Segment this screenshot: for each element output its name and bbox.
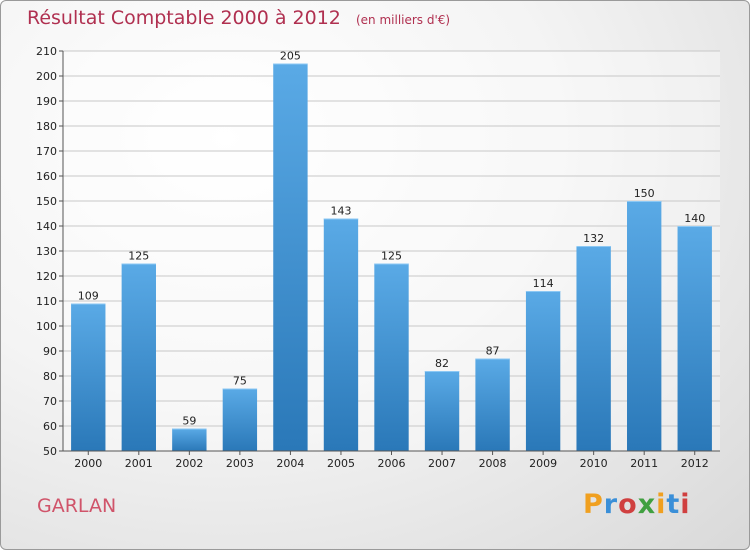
data-label: 59 (182, 415, 196, 428)
data-label: 150 (634, 187, 655, 200)
x-tick-label: 2005 (327, 457, 355, 470)
chart-subtitle: (en milliers d'€) (355, 13, 451, 27)
y-tick-label: 50 (43, 445, 57, 458)
bar-2001 (121, 263, 156, 451)
x-tick-label: 2012 (681, 457, 709, 470)
y-tick-label: 190 (36, 95, 57, 108)
x-tick-label: 2006 (378, 457, 406, 470)
y-tick-label: 150 (36, 195, 57, 208)
brand-letter: P (583, 489, 604, 520)
bar-2003 (222, 388, 258, 451)
y-tick-label: 70 (43, 395, 57, 408)
y-tick-label: 60 (43, 420, 57, 433)
x-tick-label: 2011 (630, 457, 658, 470)
data-label: 132 (583, 232, 604, 245)
brand-letter: t (666, 489, 681, 520)
y-tick-label: 90 (43, 345, 57, 358)
brand-letter: i (680, 489, 691, 520)
x-tick-label: 2003 (226, 457, 254, 470)
brand-letter: x (637, 489, 657, 520)
data-label: 125 (381, 250, 402, 263)
y-tick-label: 200 (36, 70, 57, 83)
bar-2012 (677, 226, 712, 451)
data-label: 205 (280, 50, 301, 63)
brand-letter: r (603, 489, 619, 520)
data-label: 114 (533, 277, 554, 290)
x-tick-label: 2010 (580, 457, 608, 470)
x-tick-label: 2009 (529, 457, 557, 470)
bar-2011 (627, 201, 662, 451)
chart-title: Résultat Comptable 2000 à 2012 (27, 7, 341, 29)
x-tick-label: 2000 (74, 457, 102, 470)
data-label: 143 (330, 205, 351, 218)
brand-letter: i (656, 489, 667, 520)
y-tick-label: 130 (36, 245, 57, 258)
data-label: 87 (486, 345, 500, 358)
y-tick-label: 210 (36, 45, 57, 58)
location-label: GARLAN (37, 495, 117, 517)
x-tick-label: 2002 (175, 457, 203, 470)
x-tick-label: 2001 (125, 457, 153, 470)
bar-2009 (525, 291, 561, 451)
data-label: 140 (684, 212, 705, 225)
bar-2005 (323, 218, 359, 451)
bar-2010 (576, 246, 611, 451)
y-tick-label: 100 (36, 320, 57, 333)
data-label: 75 (233, 375, 247, 388)
bar-2002 (172, 428, 207, 451)
y-tick-label: 80 (43, 370, 57, 383)
bar-2008 (475, 358, 510, 451)
y-tick-label: 170 (36, 145, 57, 158)
y-tick-label: 140 (36, 220, 57, 233)
x-tick-label: 2007 (428, 457, 456, 470)
bar-2006 (374, 263, 409, 451)
x-tick-label: 2008 (479, 457, 507, 470)
y-tick-label: 110 (36, 295, 57, 308)
bar-2004 (273, 63, 308, 451)
data-label: 109 (78, 290, 99, 303)
y-tick-label: 160 (36, 170, 57, 183)
x-tick-label: 2004 (276, 457, 304, 470)
data-label: 125 (128, 250, 149, 263)
brand-logo: Proxiti (583, 489, 691, 520)
y-tick-label: 120 (36, 270, 57, 283)
y-tick-label: 180 (36, 120, 57, 133)
brand-letter: o (618, 489, 638, 520)
title-row: Résultat Comptable 2000 à 2012 (en milli… (27, 7, 450, 29)
data-label: 82 (435, 357, 449, 370)
bar-2000 (71, 303, 106, 451)
bar-2007 (424, 371, 460, 451)
